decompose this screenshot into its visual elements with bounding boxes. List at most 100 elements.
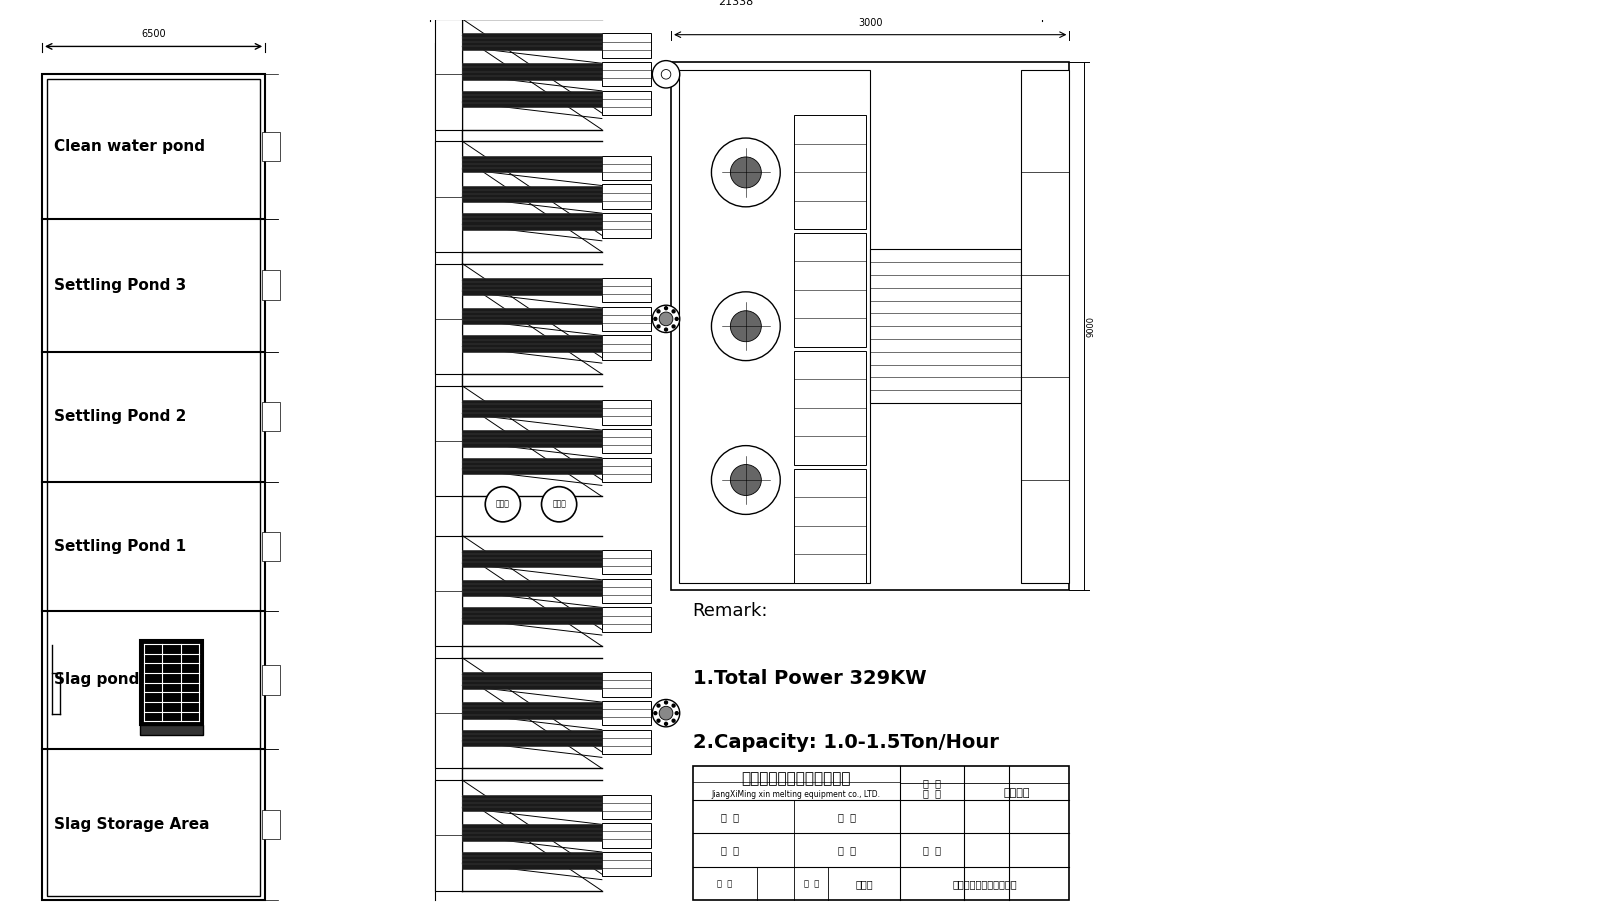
Text: 6500: 6500	[141, 29, 166, 39]
Text: 审  核: 审 核	[717, 880, 732, 888]
Text: 3000: 3000	[857, 18, 881, 28]
Bar	[602, 550, 651, 574]
Text: 設  計: 設 計	[837, 845, 855, 856]
Bar	[602, 33, 651, 58]
Bar	[463, 90, 602, 107]
Bar	[261, 270, 279, 300]
Bar	[602, 429, 651, 453]
Circle shape	[657, 704, 659, 707]
Bar	[602, 852, 651, 876]
Bar	[463, 308, 602, 324]
Bar	[794, 233, 865, 347]
Circle shape	[652, 306, 680, 332]
Bar	[261, 132, 279, 161]
Text: 比  例: 比 例	[922, 845, 940, 856]
Bar	[261, 665, 279, 695]
Text: 2.Capacity: 1.0-1.5Ton/Hour: 2.Capacity: 1.0-1.5Ton/Hour	[693, 733, 998, 752]
Bar	[463, 702, 602, 719]
Bar	[602, 278, 651, 303]
Bar	[463, 213, 602, 230]
Bar	[602, 672, 651, 697]
Bar	[602, 213, 651, 237]
Text: 階  段: 階 段	[922, 788, 940, 798]
Circle shape	[657, 719, 659, 722]
Circle shape	[730, 464, 761, 496]
Circle shape	[661, 69, 670, 79]
Bar	[602, 156, 651, 180]
Bar	[42, 74, 265, 901]
Bar	[678, 70, 870, 582]
Circle shape	[485, 486, 519, 521]
Circle shape	[664, 723, 667, 725]
Circle shape	[657, 325, 659, 328]
Circle shape	[657, 310, 659, 313]
Bar	[794, 469, 865, 582]
Bar	[463, 607, 602, 624]
Bar	[463, 852, 602, 869]
Bar	[463, 430, 602, 447]
Bar	[602, 335, 651, 360]
Text: Slag Storage Area: Slag Storage Area	[54, 817, 209, 833]
Text: 廢電路板回收設備流程圖: 廢電路板回收設備流程圖	[951, 879, 1016, 889]
Bar	[794, 351, 865, 464]
Bar	[602, 795, 651, 819]
Bar	[463, 458, 602, 474]
Bar	[670, 62, 1068, 591]
Bar	[870, 249, 1021, 403]
Bar	[435, 141, 463, 252]
Circle shape	[659, 312, 672, 326]
Bar	[463, 795, 602, 811]
Bar	[602, 823, 651, 847]
Bar	[463, 401, 602, 417]
Bar	[693, 766, 1068, 901]
Bar	[1021, 70, 1068, 582]
Circle shape	[711, 292, 779, 361]
Text: 陸拖州: 陸拖州	[855, 879, 872, 889]
Circle shape	[675, 318, 678, 320]
Text: Settling Pond 1: Settling Pond 1	[54, 539, 185, 554]
Bar	[463, 33, 602, 50]
Bar	[602, 185, 651, 209]
Bar	[435, 386, 463, 497]
Bar	[602, 607, 651, 631]
Bar	[602, 579, 651, 603]
Text: Clean water pond: Clean water pond	[54, 138, 204, 154]
Text: 中矿池: 中矿池	[495, 499, 510, 509]
Text: 21338: 21338	[717, 0, 753, 7]
Bar	[602, 401, 651, 425]
Bar	[261, 532, 279, 561]
Circle shape	[672, 325, 675, 328]
Bar	[463, 730, 602, 747]
Circle shape	[672, 704, 675, 707]
Circle shape	[711, 138, 779, 207]
Text: 方案設計: 方案設計	[1003, 788, 1029, 798]
Text: JiangXiMing xin melting equipment co., LTD.: JiangXiMing xin melting equipment co., L…	[711, 790, 880, 799]
Bar	[463, 580, 602, 596]
Bar	[602, 458, 651, 482]
Text: 审  核: 审 核	[721, 845, 738, 856]
Bar	[463, 186, 602, 202]
Bar	[463, 672, 602, 689]
Text: 审  定: 审 定	[721, 811, 738, 821]
Bar	[435, 19, 463, 129]
Bar	[435, 780, 463, 891]
Circle shape	[540, 486, 576, 521]
Circle shape	[654, 712, 656, 714]
Circle shape	[652, 61, 680, 88]
Bar	[435, 264, 463, 374]
Bar	[435, 535, 463, 646]
Text: 1.Total Power 329KW: 1.Total Power 329KW	[693, 669, 925, 689]
Bar	[602, 62, 651, 87]
Bar	[435, 658, 463, 769]
Circle shape	[659, 706, 672, 720]
Bar	[463, 156, 602, 173]
Text: Remark:: Remark:	[693, 602, 768, 619]
Circle shape	[654, 318, 656, 320]
Bar	[463, 278, 602, 294]
Bar	[794, 115, 865, 229]
Text: 設  計: 設 計	[803, 880, 818, 888]
Circle shape	[672, 719, 675, 722]
Circle shape	[675, 712, 678, 714]
Text: 校  核: 校 核	[837, 811, 855, 821]
Bar	[463, 824, 602, 841]
